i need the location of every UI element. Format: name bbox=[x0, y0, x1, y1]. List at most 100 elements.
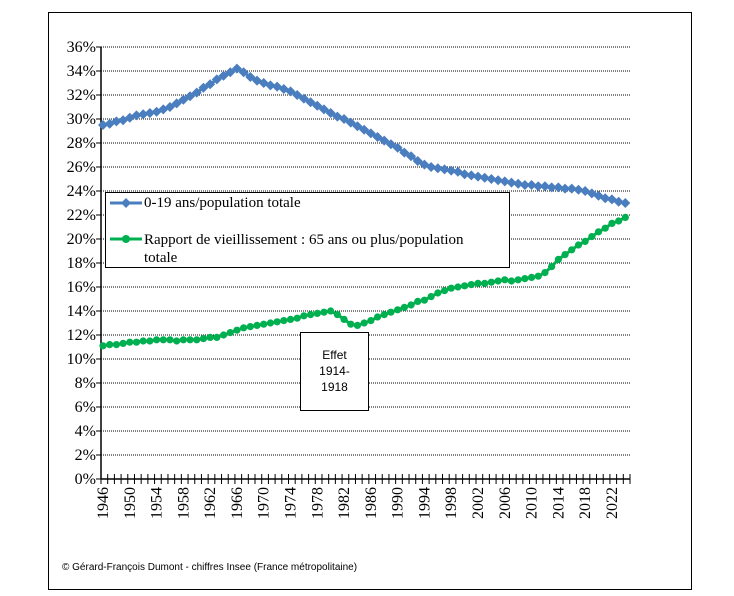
data-point-diamond bbox=[138, 109, 149, 120]
data-point-circle bbox=[554, 255, 562, 263]
x-tick-label: 2014 bbox=[550, 487, 567, 519]
legend-entry-65plus-cont: totale bbox=[144, 250, 178, 266]
y-tick-label: 36% bbox=[67, 39, 96, 56]
data-point-circle bbox=[541, 269, 549, 277]
data-point-diamond bbox=[144, 108, 155, 118]
data-point-circle bbox=[179, 336, 187, 344]
data-point-diamond bbox=[379, 135, 390, 146]
data-point-circle bbox=[494, 277, 502, 285]
x-tick-label: 2006 bbox=[497, 487, 514, 519]
annotation-box: Effet 1914- 1918 bbox=[300, 332, 369, 411]
data-point-diamond bbox=[285, 86, 296, 97]
data-point-circle bbox=[226, 329, 234, 337]
data-point-diamond bbox=[446, 165, 457, 176]
data-point-diamond bbox=[359, 124, 370, 135]
data-point-circle bbox=[246, 323, 254, 331]
data-point-circle bbox=[126, 338, 134, 346]
x-tick-label: 2010 bbox=[524, 487, 541, 519]
data-point-diamond bbox=[365, 128, 376, 139]
data-point-diamond bbox=[432, 163, 443, 174]
data-point-diamond bbox=[292, 90, 303, 100]
data-point-circle bbox=[568, 246, 576, 254]
data-point-diamond bbox=[506, 177, 517, 188]
data-point-circle bbox=[260, 320, 268, 328]
series-line-0-19 bbox=[102, 66, 626, 205]
legend-markers bbox=[110, 198, 142, 243]
data-point-circle bbox=[507, 277, 516, 285]
data-point-circle bbox=[233, 326, 241, 334]
data-point-circle bbox=[193, 336, 201, 344]
data-point-circle bbox=[588, 233, 596, 241]
x-tick-label: 1962 bbox=[202, 487, 219, 519]
data-point-diamond bbox=[459, 169, 470, 180]
data-point-diamond bbox=[472, 171, 483, 182]
x-tick-label: 1958 bbox=[175, 487, 192, 519]
data-point-diamond bbox=[600, 193, 611, 204]
data-point-circle bbox=[601, 224, 609, 232]
y-tick-label: 0% bbox=[75, 471, 96, 488]
data-point-diamond bbox=[385, 139, 396, 150]
x-tick-label: 1998 bbox=[443, 487, 460, 519]
data-point-circle bbox=[434, 289, 442, 297]
data-point-diamond bbox=[312, 100, 323, 111]
data-point-diamond bbox=[345, 117, 356, 128]
annotation-line: Effet bbox=[322, 348, 347, 362]
y-tick-label: 8% bbox=[75, 375, 96, 392]
data-point-circle bbox=[373, 313, 382, 321]
data-point-diamond bbox=[178, 94, 189, 105]
data-point-circle bbox=[394, 306, 402, 314]
x-tick-label: 1978 bbox=[309, 487, 326, 519]
data-point-diamond bbox=[118, 115, 129, 126]
data-point-diamond bbox=[546, 182, 557, 193]
x-tick-label: 1966 bbox=[229, 487, 246, 519]
data-point-diamond bbox=[185, 91, 196, 102]
data-point-circle bbox=[286, 315, 295, 323]
data-point-circle bbox=[447, 284, 455, 292]
data-point-diamond bbox=[191, 87, 202, 98]
data-point-diamond bbox=[98, 120, 109, 130]
data-point-circle bbox=[454, 283, 462, 291]
data-point-diamond bbox=[225, 67, 236, 78]
x-tick-label: 1994 bbox=[416, 487, 433, 519]
data-point-circle bbox=[594, 228, 603, 236]
x-tick-label: 1974 bbox=[283, 487, 300, 519]
legend-circle-marker bbox=[122, 235, 130, 243]
y-tick-label: 2% bbox=[75, 447, 96, 464]
data-point-circle bbox=[132, 338, 141, 346]
data-point-diamond bbox=[620, 198, 631, 208]
data-point-circle bbox=[320, 308, 328, 316]
data-point-circle bbox=[353, 321, 362, 329]
data-point-diamond bbox=[325, 108, 336, 118]
x-tick-label: 1982 bbox=[336, 487, 353, 519]
data-point-diamond bbox=[493, 175, 504, 186]
data-point-diamond bbox=[439, 164, 450, 175]
data-point-circle bbox=[273, 318, 281, 326]
data-point-diamond bbox=[111, 116, 122, 127]
data-point-circle bbox=[548, 263, 556, 271]
data-point-diamond bbox=[486, 174, 497, 184]
y-tick-label: 18% bbox=[67, 255, 96, 272]
data-point-circle bbox=[206, 333, 214, 341]
data-point-circle bbox=[253, 321, 261, 329]
data-point-circle bbox=[387, 308, 395, 316]
y-tick-label: 26% bbox=[67, 159, 96, 176]
data-point-diamond bbox=[526, 180, 537, 190]
data-point-circle bbox=[414, 297, 422, 305]
data-point-circle bbox=[240, 324, 248, 332]
data-point-circle bbox=[293, 314, 301, 322]
data-point-diamond bbox=[205, 79, 216, 90]
data-point-circle bbox=[521, 275, 529, 283]
data-point-diamond bbox=[399, 147, 410, 158]
data-point-circle bbox=[199, 335, 208, 343]
data-point-circle bbox=[561, 251, 569, 259]
data-point-diamond bbox=[519, 180, 530, 190]
data-point-diamond bbox=[553, 182, 564, 193]
data-point-diamond bbox=[392, 142, 403, 153]
data-point-diamond bbox=[513, 178, 524, 189]
x-tick-label: 2018 bbox=[577, 487, 594, 519]
data-point-circle bbox=[615, 217, 623, 225]
data-point-diamond bbox=[479, 172, 490, 183]
y-tick-label: 34% bbox=[67, 63, 96, 80]
data-point-diamond bbox=[245, 72, 256, 82]
data-point-diamond bbox=[426, 162, 437, 172]
